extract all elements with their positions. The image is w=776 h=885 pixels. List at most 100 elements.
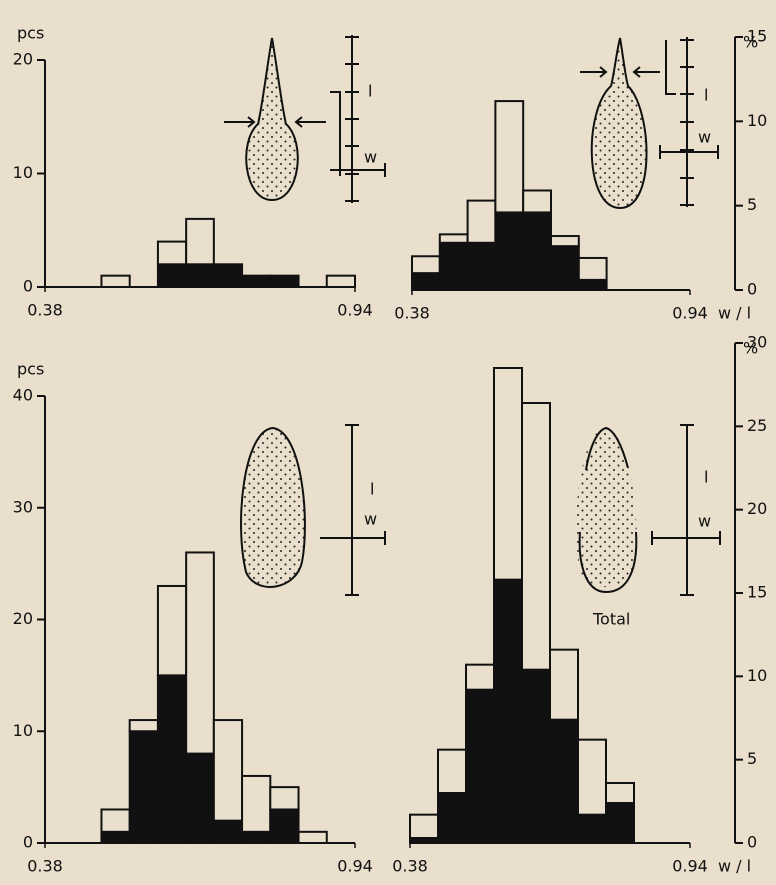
histogram: 0 10 20 pcs 0.38 0.94	[13, 24, 373, 320]
bar	[521, 668, 551, 845]
bar	[269, 786, 300, 811]
bar	[549, 718, 579, 845]
bar	[437, 748, 467, 795]
x-axis-label: w / l	[718, 304, 751, 323]
x-axis-label: w / l	[718, 857, 751, 876]
y-tick-label: 20	[13, 50, 33, 69]
bar	[521, 402, 551, 671]
y-axis-label: %	[743, 339, 758, 358]
bar	[411, 272, 441, 291]
histogram: 0 5 10 15% 0.38 0.94 w / l	[394, 27, 767, 323]
x-tick-label: 0.38	[27, 857, 63, 876]
bar	[269, 808, 300, 844]
bar	[212, 263, 244, 288]
y-tick-label: 15	[747, 583, 767, 602]
bar	[411, 255, 441, 275]
inset-diagram: l w Total	[576, 424, 721, 629]
histogram: 0 5 10 15 20 25 30% 0.38 0.94 w / l	[392, 333, 767, 876]
y-tick-label: 40	[13, 386, 33, 405]
bar	[100, 808, 131, 833]
bar	[494, 100, 525, 214]
bar	[493, 578, 523, 845]
x-tick-label: 0.38	[394, 304, 430, 323]
inset-label: w	[364, 510, 377, 529]
inset-label: l	[368, 82, 372, 101]
bar	[577, 278, 608, 292]
y-tick-label: 20	[13, 609, 33, 628]
inset-label: l	[704, 468, 708, 487]
bar	[466, 241, 497, 291]
bar	[100, 274, 131, 288]
bar	[493, 367, 523, 581]
bar	[325, 274, 356, 288]
bar	[550, 245, 580, 291]
bar	[185, 752, 215, 844]
annotation: Total	[592, 610, 630, 629]
bar	[241, 830, 272, 845]
bar	[577, 256, 608, 281]
bar	[438, 233, 469, 244]
y-tick-label: 0	[747, 280, 757, 299]
bar	[156, 263, 188, 288]
bar	[212, 819, 244, 845]
y-tick-label: 0	[23, 833, 33, 852]
bar	[185, 217, 215, 266]
bar	[550, 235, 580, 248]
inset-label: l	[370, 480, 374, 499]
y-tick-label: 5	[747, 195, 757, 214]
bar	[128, 730, 159, 844]
bar	[269, 274, 300, 288]
bar	[241, 774, 272, 833]
bar	[437, 792, 467, 844]
y-tick-label: 0	[23, 277, 33, 296]
y-tick-label: 0	[747, 833, 757, 852]
inset-diagram: l w	[580, 37, 719, 210]
x-tick-label: 0.94	[672, 304, 708, 323]
bar	[577, 813, 607, 845]
bar	[185, 263, 215, 288]
x-tick-label: 0.94	[672, 857, 708, 876]
y-tick-label: 20	[747, 499, 767, 518]
y-tick-label: 10	[747, 666, 767, 685]
inset-label: w	[698, 128, 711, 147]
x-tick-label: 0.94	[337, 301, 373, 320]
inset-diagram: l w	[224, 35, 386, 203]
bar	[605, 782, 635, 804]
bar	[466, 199, 497, 244]
y-axis-label: pcs	[17, 360, 44, 379]
inset-label: w	[364, 148, 377, 167]
inset-label: l	[704, 86, 708, 105]
bar	[241, 274, 272, 288]
histogram: 0 10 20 30 40 pcs 0.38 0.94	[13, 360, 373, 876]
bar	[522, 211, 553, 291]
bar	[212, 719, 244, 822]
y-axis-label: pcs	[17, 24, 44, 43]
bar	[465, 663, 495, 691]
bar	[156, 240, 188, 266]
x-tick-label: 0.38	[392, 857, 428, 876]
bar	[156, 584, 188, 677]
bar	[100, 830, 131, 845]
bar	[549, 648, 579, 721]
bar	[128, 719, 159, 733]
y-tick-label: 10	[13, 163, 33, 182]
bar	[185, 551, 215, 755]
y-axis-label: %	[743, 33, 758, 52]
y-tick-label: 25	[747, 416, 767, 435]
inset-label: w	[698, 512, 711, 531]
x-tick-label: 0.38	[27, 301, 63, 320]
bar	[438, 241, 469, 291]
bar	[156, 674, 188, 844]
y-tick-label: 10	[13, 721, 33, 740]
bar	[577, 738, 607, 816]
bar	[605, 802, 635, 844]
y-tick-label: 15	[747, 27, 767, 46]
y-tick-label: 5	[747, 749, 757, 768]
y-tick-label: 10	[747, 111, 767, 130]
y-tick-label: 30	[13, 497, 33, 516]
y-tick-label: 30	[747, 333, 767, 352]
x-tick-label: 0.94	[337, 857, 373, 876]
bar	[522, 189, 553, 214]
